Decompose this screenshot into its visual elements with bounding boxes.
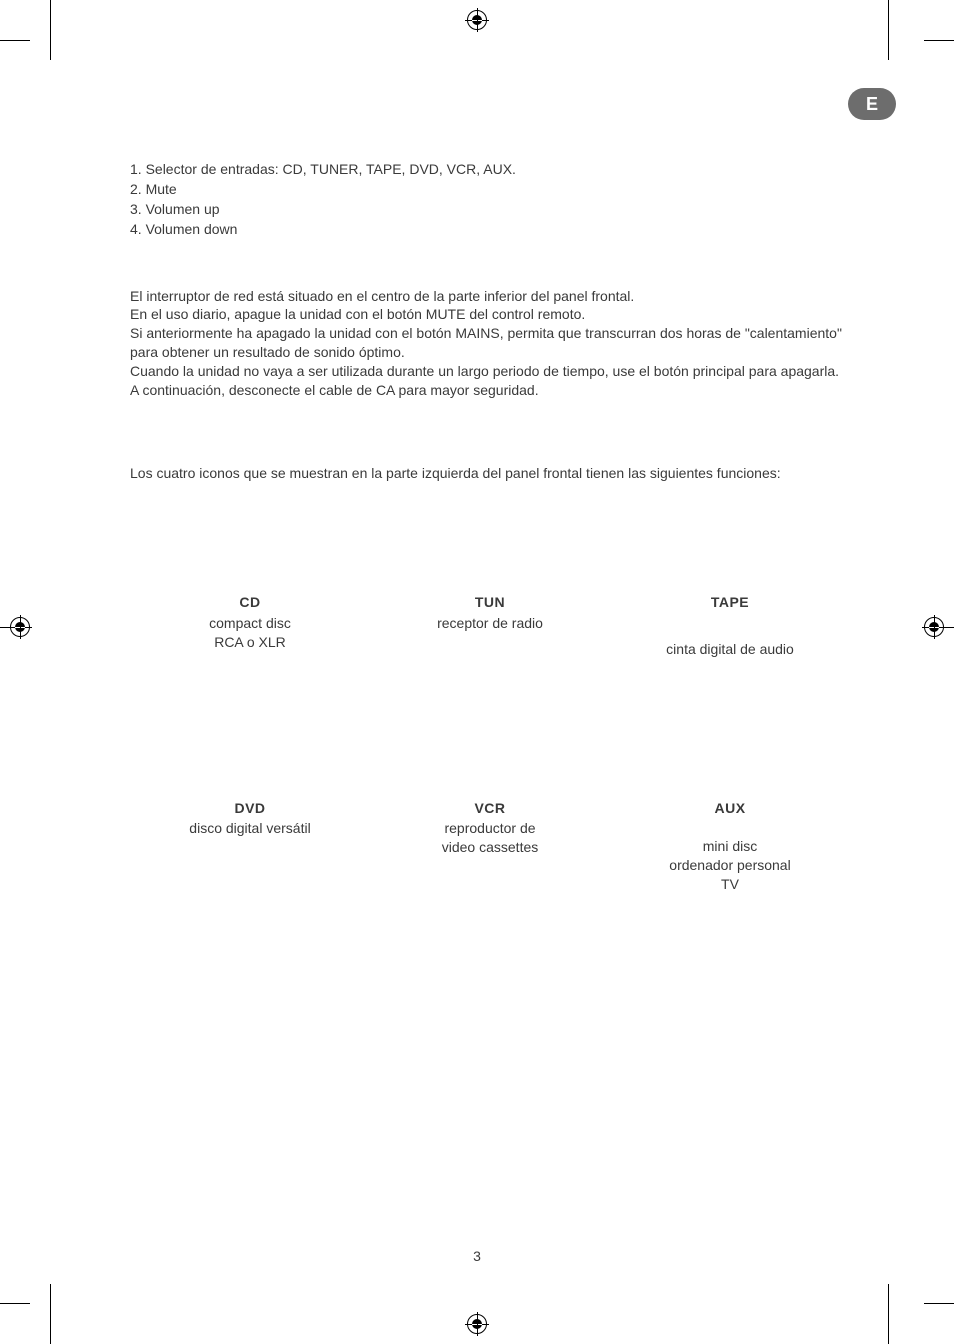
icons-intro-text: Los cuatro iconos que se muestran en la … [130,464,850,483]
icon-desc: video cassettes [370,838,610,857]
icon-desc: ordenador personal [610,856,850,875]
paragraph-line: En el uso diario, apague la unidad con e… [130,305,850,324]
page-content: 1. Selector de entradas: CD, TUNER, TAPE… [130,160,850,894]
icon-cell-tun: TUN receptor de radio [370,593,610,659]
crop-mark [924,40,954,41]
icon-title: AUX [610,799,850,818]
icon-desc: receptor de radio [370,614,610,633]
icon-desc: disco digital versátil [130,819,370,838]
icon-title: VCR [370,799,610,818]
page-number: 3 [0,1248,954,1264]
icon-title: TAPE [610,593,850,612]
numbered-list: 1. Selector de entradas: CD, TUNER, TAPE… [130,160,850,239]
language-badge: E [848,88,896,120]
icon-title: CD [130,593,370,612]
icon-cell-aux: AUX mini disc ordenador personal TV [610,799,850,895]
icon-desc: TV [610,875,850,894]
icon-cell-vcr: VCR reproductor de video cassettes [370,799,610,895]
list-item: 2. Mute [130,180,850,199]
registration-mark-icon [924,617,944,637]
icon-cell-dvd: DVD disco digital versátil [130,799,370,895]
icon-desc: cinta digital de audio [610,640,850,659]
crop-mark [888,0,889,60]
body-paragraph: El interruptor de red está situado en el… [130,287,850,400]
crop-mark [888,1284,889,1344]
icon-desc: RCA o XLR [130,633,370,652]
paragraph-line: A continuación, desconecte el cable de C… [130,381,850,400]
crop-mark [0,1303,30,1304]
crop-mark [0,40,30,41]
icon-cell-cd: CD compact disc RCA o XLR [130,593,370,659]
list-item: 4. Volumen down [130,220,850,239]
icon-desc: mini disc [610,837,850,856]
list-item: 1. Selector de entradas: CD, TUNER, TAPE… [130,160,850,179]
registration-mark-icon [467,10,487,30]
crop-mark [50,0,51,60]
crop-mark [924,1303,954,1304]
icon-cell-tape: TAPE cinta digital de audio [610,593,850,659]
registration-mark-icon [467,1314,487,1334]
icon-desc: compact disc [130,614,370,633]
icon-title: TUN [370,593,610,612]
crop-mark [50,1284,51,1344]
paragraph-line: Si anteriormente ha apagado la unidad co… [130,324,850,362]
registration-mark-icon [10,617,30,637]
icon-title: DVD [130,799,370,818]
list-item: 3. Volumen up [130,200,850,219]
paragraph-line: Cuando la unidad no vaya a ser utilizada… [130,362,850,381]
paragraph-line: El interruptor de red está situado en el… [130,287,850,306]
icons-grid: CD compact disc RCA o XLR TUN receptor d… [130,593,850,894]
icon-desc: reproductor de [370,819,610,838]
